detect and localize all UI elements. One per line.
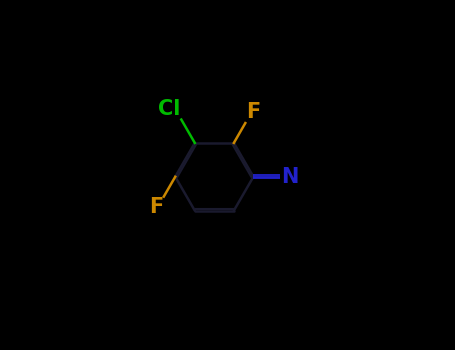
Text: F: F bbox=[149, 197, 163, 217]
Text: Cl: Cl bbox=[158, 99, 181, 119]
Text: N: N bbox=[282, 167, 299, 187]
Text: F: F bbox=[246, 102, 260, 122]
